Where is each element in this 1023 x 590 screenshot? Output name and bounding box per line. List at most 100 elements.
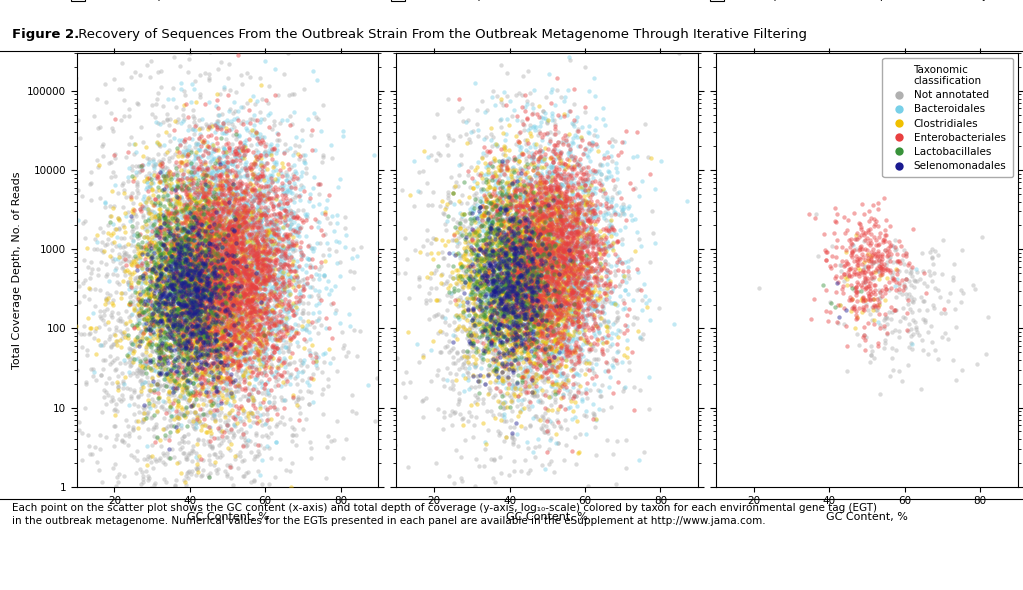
Point	[492, 207, 508, 217]
Point	[428, 284, 444, 293]
Point	[452, 473, 469, 483]
Point	[168, 422, 184, 432]
Point	[585, 238, 602, 248]
Point	[549, 277, 566, 287]
Point	[225, 302, 241, 312]
Point	[618, 435, 634, 445]
Point	[500, 289, 517, 299]
Point	[457, 373, 474, 382]
Point	[257, 358, 273, 368]
Point	[484, 244, 500, 254]
Point	[594, 186, 611, 195]
Point	[189, 346, 206, 356]
Point	[271, 287, 287, 297]
Point	[168, 276, 184, 286]
Point	[176, 319, 192, 329]
Point	[513, 217, 529, 227]
Point	[522, 284, 538, 294]
Point	[546, 336, 563, 345]
Point	[158, 375, 174, 384]
Point	[562, 245, 578, 254]
Point	[151, 435, 168, 445]
Point	[207, 370, 223, 379]
Point	[572, 344, 588, 353]
Point	[523, 186, 539, 196]
Point	[539, 222, 555, 231]
Point	[456, 288, 473, 297]
Point	[189, 435, 206, 444]
Point	[248, 234, 264, 243]
Point	[504, 307, 521, 317]
Point	[196, 332, 213, 342]
Point	[283, 369, 300, 379]
Point	[194, 247, 211, 257]
Point	[209, 468, 225, 478]
Point	[198, 362, 215, 372]
Point	[222, 184, 238, 194]
Point	[191, 370, 208, 379]
Point	[234, 309, 251, 318]
Point	[264, 178, 280, 187]
Point	[577, 339, 593, 348]
Point	[135, 194, 151, 204]
Point	[133, 161, 149, 171]
Point	[212, 264, 228, 273]
Point	[159, 245, 175, 254]
Point	[203, 251, 219, 260]
Point	[168, 237, 184, 246]
Point	[226, 307, 242, 317]
Point	[614, 276, 630, 286]
Point	[507, 240, 524, 249]
Point	[455, 275, 472, 284]
Point	[182, 263, 198, 272]
Point	[222, 263, 238, 273]
Point	[206, 300, 222, 309]
Point	[248, 241, 264, 250]
Point	[585, 237, 602, 247]
Point	[229, 268, 246, 278]
Point	[244, 163, 261, 172]
Point	[448, 349, 464, 358]
Point	[188, 374, 205, 384]
Point	[521, 381, 537, 391]
Point	[179, 150, 195, 160]
Point	[214, 493, 230, 503]
Point	[146, 455, 163, 464]
Point	[546, 263, 563, 273]
Point	[174, 311, 190, 320]
Point	[213, 308, 229, 317]
Point	[448, 324, 464, 334]
Point	[246, 303, 262, 313]
Point	[161, 291, 177, 300]
Point	[227, 263, 243, 272]
Point	[237, 376, 254, 385]
Point	[235, 441, 252, 450]
Point	[183, 237, 199, 246]
Point	[239, 284, 256, 294]
Point	[465, 287, 482, 296]
Point	[196, 250, 213, 260]
Point	[870, 199, 886, 208]
Point	[539, 278, 555, 288]
Point	[584, 231, 601, 240]
Point	[203, 328, 219, 337]
Point	[188, 395, 205, 404]
Point	[554, 173, 571, 183]
Point	[189, 289, 206, 299]
Point	[570, 316, 586, 325]
Point	[107, 481, 124, 491]
Point	[159, 296, 175, 306]
Point	[307, 358, 323, 367]
Point	[513, 255, 529, 265]
Point	[553, 234, 570, 244]
Point	[161, 319, 177, 329]
Point	[890, 257, 906, 266]
Point	[192, 306, 209, 316]
Point	[553, 270, 570, 279]
Point	[212, 231, 228, 240]
Point	[194, 245, 211, 254]
Point	[220, 157, 236, 166]
Point	[311, 286, 327, 296]
Point	[211, 231, 227, 241]
Point	[208, 270, 224, 279]
